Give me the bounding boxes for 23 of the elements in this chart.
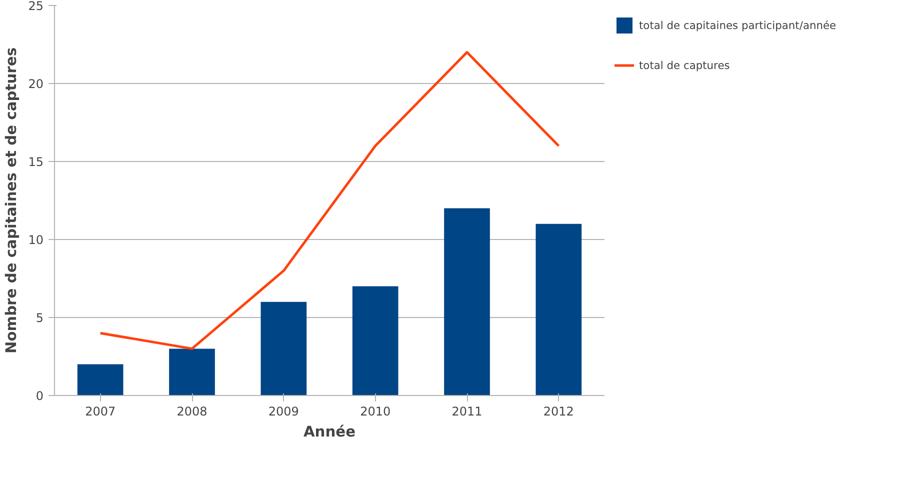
bar: [77, 364, 124, 396]
bar: [444, 208, 490, 396]
x-axis-title: Année: [303, 424, 356, 440]
y-tick-label: 5: [36, 311, 44, 325]
x-tick-label: 2010: [360, 404, 391, 418]
x-tick-label: 2009: [268, 404, 299, 418]
line-series: [99, 51, 560, 350]
x-tick-label: 2012: [543, 404, 574, 418]
bar: [260, 302, 307, 396]
legend-label: total de captures: [639, 58, 730, 72]
x-tick-label: 2011: [452, 404, 482, 418]
y-tick-label: 15: [28, 155, 44, 169]
x-tick-label: 2008: [176, 404, 208, 418]
y-axis-title: Nombre de capitaines et de captures: [3, 47, 20, 354]
y-tick-label: 0: [36, 389, 44, 403]
y-tick-label: 10: [28, 233, 44, 247]
bar: [352, 286, 398, 396]
bar: [536, 224, 582, 396]
y-tick-label: 20: [28, 77, 44, 91]
bar: [169, 348, 215, 396]
legend-label: total de capitaines participant/année: [639, 18, 836, 32]
x-tick-label: 2007: [85, 404, 116, 418]
y-tick-label: 25: [28, 0, 44, 13]
